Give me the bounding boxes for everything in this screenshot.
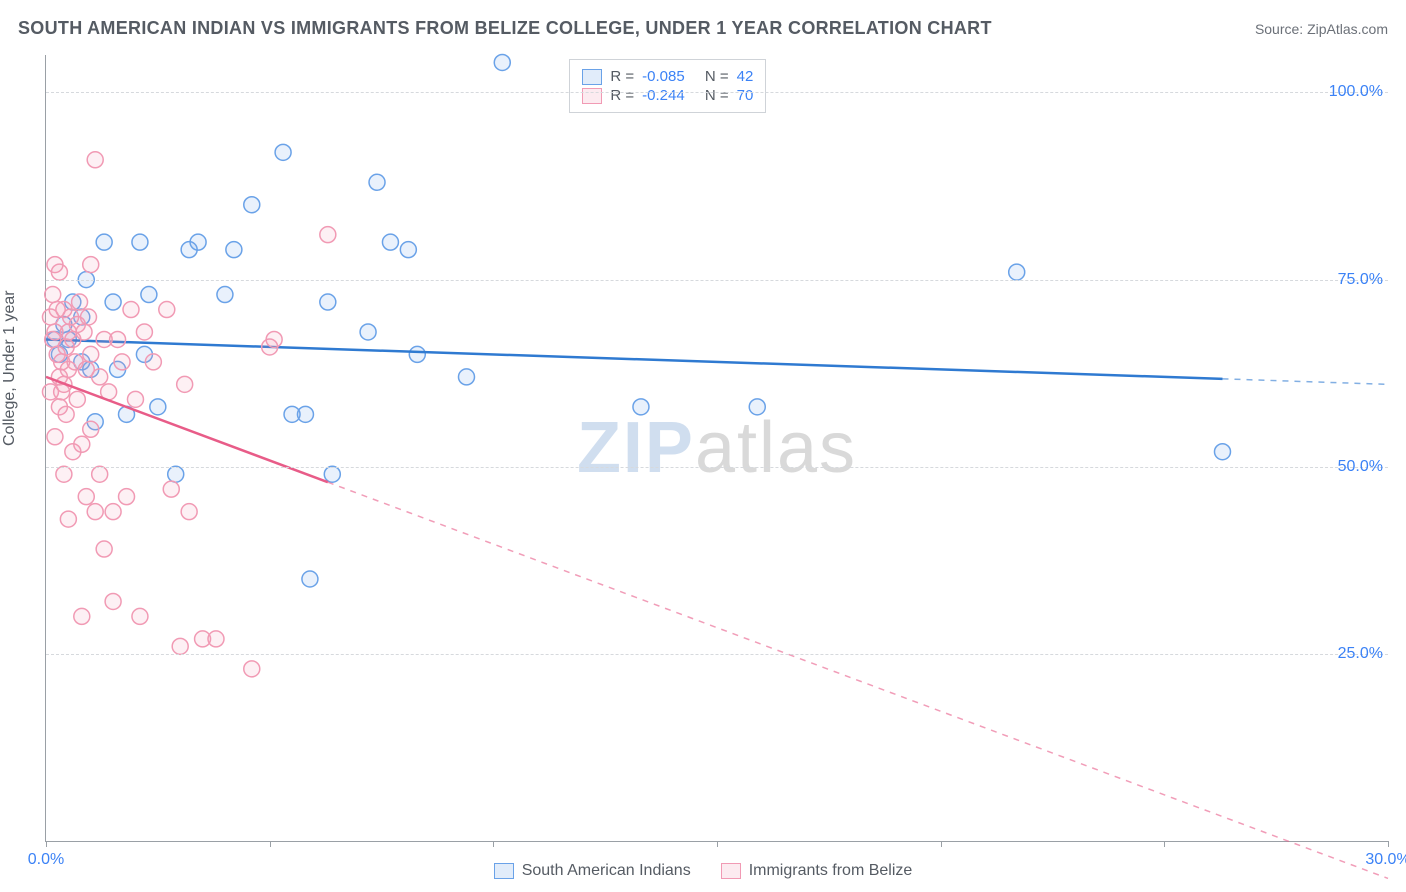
scatter-svg	[46, 55, 1388, 841]
legend-swatch-icon	[721, 863, 741, 879]
legend-swatch-1	[582, 88, 602, 104]
legend-row-0: R = -0.085 N = 42	[582, 68, 753, 85]
r-label: R =	[610, 87, 634, 104]
n-label: N =	[705, 87, 729, 104]
legend-swatch-0	[582, 69, 602, 85]
plot-area: ZIPatlas R = -0.085 N = 42 R = -0.244 N …	[45, 55, 1388, 842]
legend-swatch-icon	[494, 863, 514, 879]
legend-label-0: South American Indians	[522, 862, 691, 880]
y-tick-label: 25.0%	[1338, 645, 1383, 663]
y-tick-label: 100.0%	[1329, 83, 1383, 101]
legend-row-1: R = -0.244 N = 70	[582, 87, 753, 104]
legend-item-0: South American Indians	[494, 862, 691, 880]
legend-label-1: Immigrants from Belize	[749, 862, 913, 880]
r-value-0: -0.085	[642, 68, 685, 85]
correlation-legend: R = -0.085 N = 42 R = -0.244 N = 70	[569, 59, 766, 113]
n-label: N =	[705, 68, 729, 85]
source-label: Source: ZipAtlas.com	[1255, 21, 1388, 37]
y-tick-label: 75.0%	[1338, 271, 1383, 289]
series-legend: South American Indians Immigrants from B…	[0, 862, 1406, 880]
legend-item-1: Immigrants from Belize	[721, 862, 913, 880]
title-bar: SOUTH AMERICAN INDIAN VS IMMIGRANTS FROM…	[18, 18, 1388, 39]
chart-title: SOUTH AMERICAN INDIAN VS IMMIGRANTS FROM…	[18, 18, 992, 39]
n-value-1: 70	[737, 87, 754, 104]
y-tick-label: 50.0%	[1338, 458, 1383, 476]
n-value-0: 42	[737, 68, 754, 85]
y-axis-label: College, Under 1 year	[1, 290, 19, 446]
r-value-1: -0.244	[642, 87, 685, 104]
r-label: R =	[610, 68, 634, 85]
